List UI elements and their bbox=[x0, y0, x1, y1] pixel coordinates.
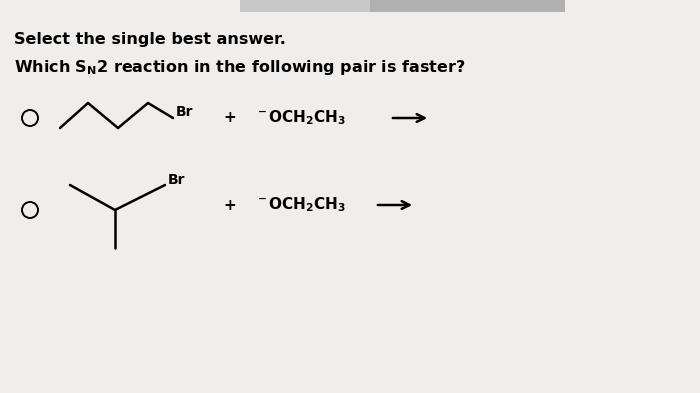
Text: $\mathregular{{}^-OCH_2CH_3}$: $\mathregular{{}^-OCH_2CH_3}$ bbox=[255, 108, 346, 127]
Text: Which $\mathregular{S_N}$2 reaction in the following pair is faster?: Which $\mathregular{S_N}$2 reaction in t… bbox=[14, 58, 466, 77]
Text: +: + bbox=[223, 110, 237, 125]
Bar bbox=[240, 0, 370, 12]
Text: Select the single best answer.: Select the single best answer. bbox=[14, 32, 286, 47]
Text: Br: Br bbox=[168, 173, 186, 187]
Text: Br: Br bbox=[176, 105, 193, 119]
Text: $\mathregular{{}^-OCH_2CH_3}$: $\mathregular{{}^-OCH_2CH_3}$ bbox=[255, 196, 346, 214]
Bar bbox=[370, 0, 565, 12]
Text: +: + bbox=[223, 198, 237, 213]
